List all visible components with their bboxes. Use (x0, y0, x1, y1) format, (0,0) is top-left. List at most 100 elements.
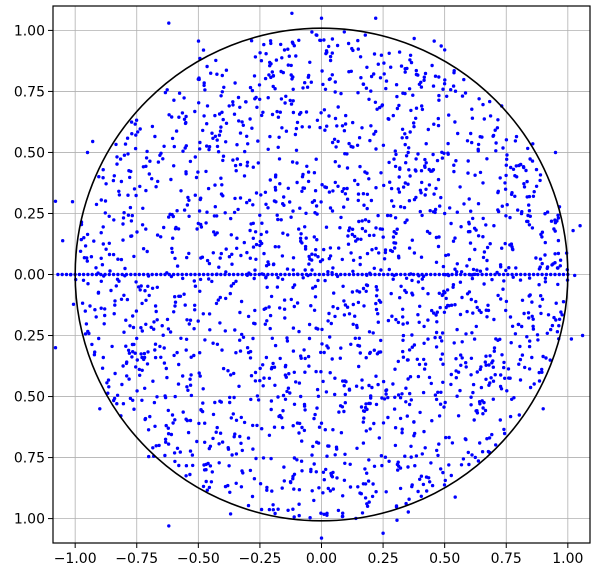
scatter-point (408, 174, 412, 178)
scatter-point (449, 88, 453, 92)
scatter-point (184, 114, 188, 119)
scatter-point (234, 169, 238, 173)
scatter-point (383, 455, 388, 459)
scatter-point (407, 402, 412, 407)
scatter-point (550, 263, 554, 267)
scatter-point (492, 317, 496, 322)
scatter-point (356, 47, 360, 51)
scatter-point (384, 490, 388, 494)
scatter-point (422, 324, 426, 329)
scatter-point (328, 54, 333, 59)
scatter-point (383, 248, 388, 252)
scatter-point (204, 468, 208, 472)
scatter-point (310, 30, 314, 34)
scatter-point (451, 239, 456, 243)
scatter-point (447, 463, 451, 467)
scatter-point (392, 157, 396, 161)
scatter-point (353, 336, 357, 340)
scatter-point (331, 266, 335, 270)
scatter-point (231, 412, 235, 416)
scatter-point (228, 400, 232, 405)
scatter-point (491, 379, 496, 383)
scatter-point (386, 272, 390, 277)
scatter-point (458, 280, 463, 284)
scatter-point (170, 250, 174, 254)
scatter-point (492, 346, 497, 350)
scatter-point (337, 246, 341, 250)
scatter-point (263, 76, 268, 81)
scatter-point (494, 141, 498, 145)
scatter-point (314, 369, 318, 374)
scatter-point (490, 277, 494, 282)
scatter-point (60, 272, 64, 277)
scatter-point (387, 117, 391, 121)
scatter-point (530, 300, 534, 304)
scatter-point (400, 431, 404, 435)
scatter-point (203, 421, 207, 425)
scatter-point (215, 144, 220, 149)
scatter-point (265, 230, 269, 234)
scatter-point (132, 187, 137, 191)
scatter-point (349, 342, 353, 346)
scatter-point (207, 312, 212, 316)
scatter-point (346, 242, 351, 246)
scatter-point (488, 242, 492, 246)
scatter-point (374, 246, 378, 251)
scatter-point (129, 272, 133, 277)
scatter-point (253, 308, 257, 313)
scatter-point (403, 181, 407, 185)
scatter-point (503, 187, 508, 191)
scatter-point (210, 279, 214, 284)
scatter-point (386, 395, 390, 400)
scatter-point (155, 395, 159, 399)
scatter-point (470, 276, 475, 281)
scatter-point (184, 272, 189, 277)
scatter-point (78, 249, 83, 253)
scatter-point (347, 141, 351, 146)
scatter-point (107, 252, 112, 257)
scatter-point (194, 175, 199, 180)
scatter-point (378, 105, 382, 110)
scatter-point (109, 288, 113, 293)
scatter-point (128, 324, 132, 328)
scatter-point (343, 392, 347, 397)
scatter-point (377, 436, 381, 440)
scatter-point (169, 432, 174, 437)
scatter-point (111, 178, 116, 183)
scatter-point (496, 293, 500, 298)
scatter-point (480, 399, 484, 403)
scatter-point (320, 327, 324, 332)
scatter-point (188, 472, 192, 477)
scatter-point (266, 96, 270, 100)
scatter-point (224, 121, 229, 126)
scatter-point (556, 216, 561, 220)
scatter-point (508, 243, 512, 247)
scatter-point (273, 87, 277, 91)
scatter-point (528, 157, 532, 161)
scatter-point (506, 272, 510, 277)
scatter-point (264, 276, 268, 280)
scatter-point (229, 373, 233, 377)
scatter-point (206, 186, 211, 191)
scatter-point (416, 313, 420, 317)
scatter-point (541, 407, 545, 411)
scatter-point (227, 255, 232, 259)
scatter-point (326, 272, 330, 277)
scatter-point (487, 363, 491, 367)
scatter-point (249, 222, 253, 226)
scatter-point (430, 483, 435, 488)
scatter-point (262, 307, 266, 311)
scatter-point (537, 379, 542, 383)
scatter-point (224, 68, 229, 72)
scatter-point (365, 251, 370, 256)
scatter-point (187, 251, 191, 256)
scatter-point (545, 331, 549, 335)
scatter-point (423, 446, 427, 450)
scatter-point (205, 144, 209, 148)
scatter-point (532, 190, 536, 194)
scatter-point (167, 524, 171, 528)
scatter-point (182, 208, 187, 212)
scatter-point (422, 78, 426, 83)
scatter-point (103, 211, 108, 215)
